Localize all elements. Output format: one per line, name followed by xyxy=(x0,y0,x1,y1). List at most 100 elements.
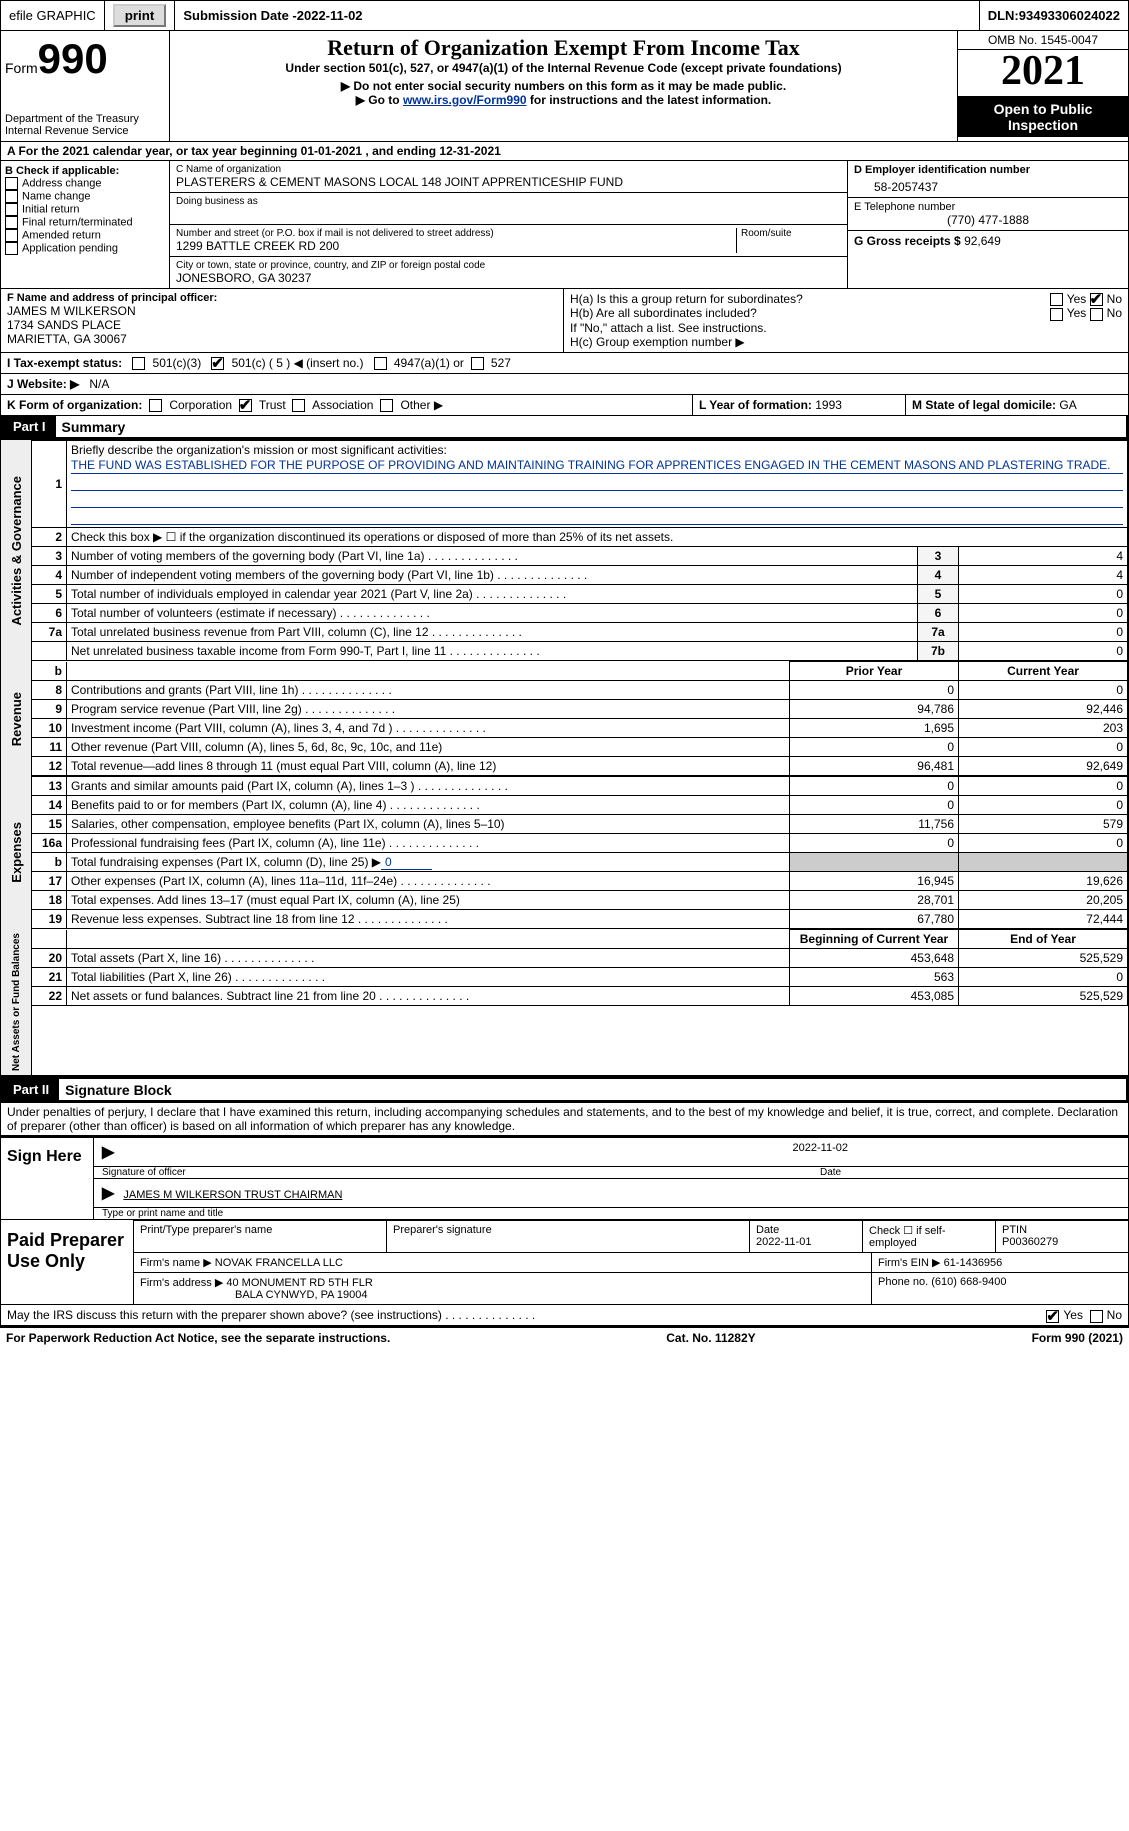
chk-application-pending[interactable] xyxy=(5,242,18,255)
chk-name-change[interactable] xyxy=(5,190,18,203)
line-17: 17Other expenses (Part IX, column (A), l… xyxy=(32,872,1128,891)
irs-link[interactable]: www.irs.gov/Form990 xyxy=(403,93,527,107)
sig-name-value: JAMES M WILKERSON TRUST CHAIRMAN xyxy=(123,1189,342,1201)
efile-label: efile GRAPHIC xyxy=(1,1,105,30)
line-21: 21Total liabilities (Part X, line 26)563… xyxy=(32,968,1128,987)
discuss-row: May the IRS discuss this return with the… xyxy=(0,1305,1129,1326)
lbl-name-change: Name change xyxy=(22,190,91,202)
opt-501c3: 501(c)(3) xyxy=(153,356,202,370)
line-6: 6Total number of volunteers (estimate if… xyxy=(32,604,1128,623)
firm-name: NOVAK FRANCELLA LLC xyxy=(215,1257,343,1269)
ein-value: 58-2057437 xyxy=(854,176,1122,194)
col-de: D Employer identification number 58-2057… xyxy=(848,161,1128,288)
opt-assoc: Association xyxy=(312,398,373,412)
gross-receipts-label: G Gross receipts $ xyxy=(854,234,964,248)
line-14: 14Benefits paid to or for members (Part … xyxy=(32,796,1128,815)
addr-label: Number and street (or P.O. box if mail i… xyxy=(176,228,732,239)
year-formation-label: L Year of formation: xyxy=(699,398,815,412)
tax-year: 2021 xyxy=(958,50,1128,97)
chk-4947[interactable] xyxy=(374,357,387,370)
org-city: JONESBORO, GA 30237 xyxy=(176,271,841,285)
part2-badge: Part II xyxy=(3,1079,59,1100)
year-formation: 1993 xyxy=(815,398,842,412)
hb-yes: Yes xyxy=(1067,306,1087,320)
website-label: J Website: ▶ xyxy=(7,377,79,391)
top-bar: efile GRAPHIC print Submission Date - 20… xyxy=(0,0,1129,31)
chk-final-return[interactable] xyxy=(5,216,18,229)
line-8: 8Contributions and grants (Part VIII, li… xyxy=(32,681,1128,700)
dln-value: 93493306024022 xyxy=(1019,8,1120,23)
hc-label: H(c) Group exemption number ▶ xyxy=(570,335,1122,349)
prep-date-label: Date xyxy=(756,1224,779,1236)
part2-header-row: Part II Signature Block xyxy=(0,1076,1129,1103)
chk-corp[interactable] xyxy=(149,399,162,412)
ptin-label: PTIN xyxy=(1002,1224,1027,1236)
ha-no-chk[interactable] xyxy=(1090,293,1103,306)
dln-label: DLN: xyxy=(988,8,1019,23)
row-a: A For the 2021 calendar year, or tax yea… xyxy=(0,142,1129,161)
vlabel-netassets: Net Assets or Fund Balances xyxy=(9,929,24,1075)
chk-trust[interactable] xyxy=(239,399,252,412)
col-c: C Name of organization PLASTERERS & CEME… xyxy=(170,161,848,288)
discuss-yes: Yes xyxy=(1063,1308,1083,1322)
part1-header-row: Part I Summary xyxy=(0,416,1129,440)
chk-assoc[interactable] xyxy=(292,399,305,412)
hb-no: No xyxy=(1107,306,1122,320)
line-9: 9Program service revenue (Part VIII, lin… xyxy=(32,700,1128,719)
arrow-icon: ▶ xyxy=(102,1144,114,1161)
h-note: If "No," attach a list. See instructions… xyxy=(570,321,1122,335)
form-note1: ▶ Do not enter social security numbers o… xyxy=(174,79,953,93)
lbl-address-change: Address change xyxy=(22,177,102,189)
line1-label: Briefly describe the organization's miss… xyxy=(71,443,447,457)
line-16b: bTotal fundraising expenses (Part IX, co… xyxy=(32,853,1128,872)
opt-trust: Trust xyxy=(259,398,286,412)
prep-sig-label: Preparer's signature xyxy=(387,1221,750,1252)
ha-no: No xyxy=(1107,292,1122,306)
chk-other[interactable] xyxy=(380,399,393,412)
org-name: PLASTERERS & CEMENT MASONS LOCAL 148 JOI… xyxy=(176,175,841,189)
ha-yes-chk[interactable] xyxy=(1050,293,1063,306)
hdr-end-year: End of Year xyxy=(959,930,1128,949)
print-button[interactable]: print xyxy=(113,4,167,27)
line-12: 12Total revenue—add lines 8 through 11 (… xyxy=(32,757,1128,776)
opt-527: 527 xyxy=(491,356,511,370)
submission-date: 2022-11-02 xyxy=(297,8,363,23)
hb-yes-chk[interactable] xyxy=(1050,308,1063,321)
line16b-desc: Total fundraising expenses (Part IX, col… xyxy=(71,855,381,869)
org-address: 1299 BATTLE CREEK RD 200 xyxy=(176,239,732,253)
ein-label: D Employer identification number xyxy=(854,164,1122,176)
arrow-icon-2: ▶ xyxy=(102,1185,114,1202)
line-13: 13Grants and similar amounts paid (Part … xyxy=(32,777,1128,796)
chk-address-change[interactable] xyxy=(5,177,18,190)
note2-post: for instructions and the latest informat… xyxy=(527,93,772,107)
row-klm: K Form of organization: Corporation Trus… xyxy=(0,395,1129,416)
sig-name-label: Type or print name and title xyxy=(94,1208,1128,1219)
vlabel-activities: Activities & Governance xyxy=(7,472,26,630)
form-org-label: K Form of organization: xyxy=(7,398,142,412)
line-3: 3Number of voting members of the governi… xyxy=(32,547,1128,566)
part1-title: Summary xyxy=(56,419,126,435)
line-22: 22Net assets or fund balances. Subtract … xyxy=(32,987,1128,1006)
discuss-no-chk[interactable] xyxy=(1090,1310,1103,1323)
footer-left: For Paperwork Reduction Act Notice, see … xyxy=(6,1331,390,1345)
hdr-current-year: Current Year xyxy=(959,662,1128,681)
row-a-end: 12-31-2021 xyxy=(439,144,500,158)
sig-officer-label: Signature of officer xyxy=(94,1167,812,1178)
sig-date-label: Date xyxy=(812,1167,1128,1178)
firm-addr-label: Firm's address ▶ xyxy=(140,1277,223,1289)
hb-no-chk[interactable] xyxy=(1090,308,1103,321)
section-net-assets: Net Assets or Fund Balances Beginning of… xyxy=(0,929,1129,1076)
chk-amended-return[interactable] xyxy=(5,229,18,242)
hb-label: H(b) Are all subordinates included? xyxy=(570,306,757,320)
chk-initial-return[interactable] xyxy=(5,203,18,216)
open-to-public: Open to Public Inspection xyxy=(958,97,1128,137)
chk-501c[interactable] xyxy=(211,357,224,370)
chk-527[interactable] xyxy=(471,357,484,370)
row-i: I Tax-exempt status: 501(c)(3) 501(c) ( … xyxy=(0,353,1129,374)
dept-treasury: Department of the Treasury xyxy=(5,113,165,125)
discuss-yes-chk[interactable] xyxy=(1046,1310,1059,1323)
form-header: Form990 Department of the Treasury Inter… xyxy=(0,31,1129,142)
chk-501c3[interactable] xyxy=(132,357,145,370)
ptin-value: P00360279 xyxy=(1002,1236,1058,1248)
state-domicile: GA xyxy=(1059,398,1076,412)
